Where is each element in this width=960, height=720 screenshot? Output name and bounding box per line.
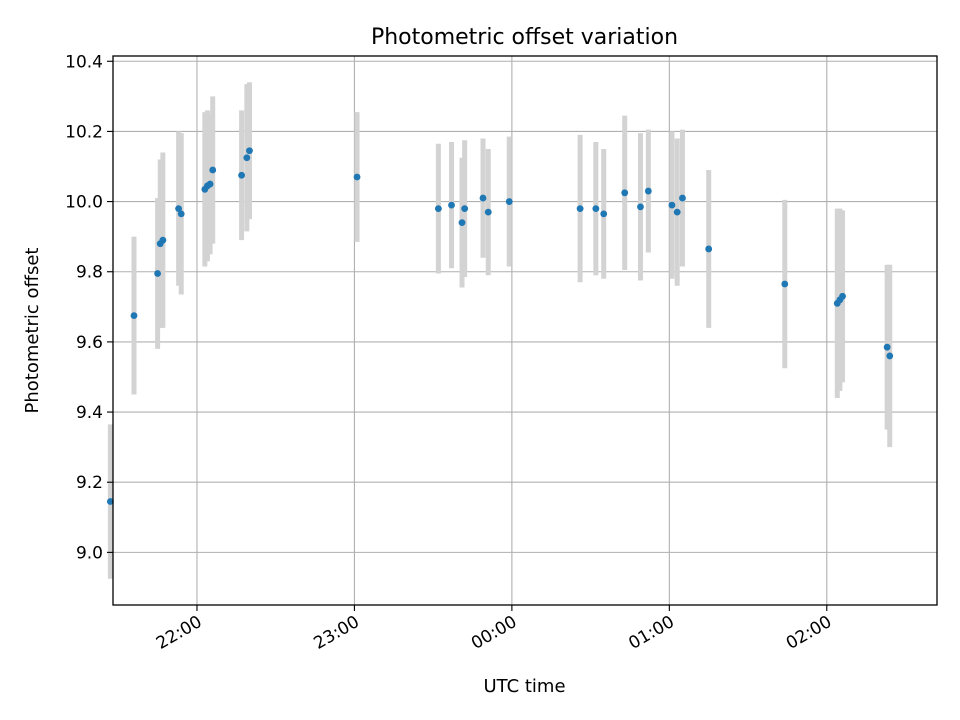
data-point	[484, 208, 492, 216]
chart-title: Photometric offset variation	[371, 25, 678, 50]
data-point	[883, 343, 891, 351]
y-tick-label: 9.0	[76, 543, 103, 563]
data-points	[106, 147, 894, 505]
y-tick-label: 10.2	[65, 122, 103, 142]
data-point	[668, 201, 676, 209]
data-point	[154, 270, 162, 277]
data-point	[159, 236, 167, 244]
data-point	[781, 280, 789, 288]
y-tick-label: 9.6	[76, 333, 103, 353]
data-point	[461, 205, 469, 212]
data-point	[673, 208, 681, 216]
data-point	[106, 498, 114, 505]
data-point	[576, 205, 584, 212]
data-point	[246, 147, 253, 155]
data-point	[243, 154, 251, 162]
y-axis-ticks: 9.0 9.2 9.4 9.6 9.8 10.0 10.2 10.4	[65, 52, 113, 563]
y-tick-label: 9.8	[76, 263, 103, 283]
x-axis-label: UTC time	[483, 676, 565, 697]
y-tick-label: 10.4	[65, 52, 103, 72]
data-point	[679, 194, 686, 202]
data-point	[621, 189, 629, 197]
data-point	[435, 205, 442, 212]
data-point	[448, 201, 455, 209]
data-point	[175, 205, 183, 212]
data-point	[637, 203, 644, 211]
data-point	[505, 198, 513, 205]
y-tick-label: 9.2	[76, 473, 103, 493]
y-tick-label: 10.0	[65, 193, 103, 213]
data-point	[839, 292, 846, 300]
data-point	[600, 210, 608, 218]
y-tick-label: 9.4	[76, 403, 103, 423]
data-point	[353, 173, 361, 181]
data-point	[705, 245, 713, 253]
data-point	[177, 210, 185, 218]
data-point	[206, 180, 214, 188]
data-point	[479, 194, 487, 202]
data-point	[209, 166, 217, 174]
y-axis-label: Photometric offset	[22, 248, 43, 414]
data-point	[238, 171, 245, 179]
data-point	[130, 312, 138, 319]
data-point	[458, 219, 466, 227]
data-point	[644, 187, 652, 195]
plot-frame	[112, 55, 938, 606]
data-point	[592, 205, 600, 212]
data-point	[886, 352, 894, 360]
